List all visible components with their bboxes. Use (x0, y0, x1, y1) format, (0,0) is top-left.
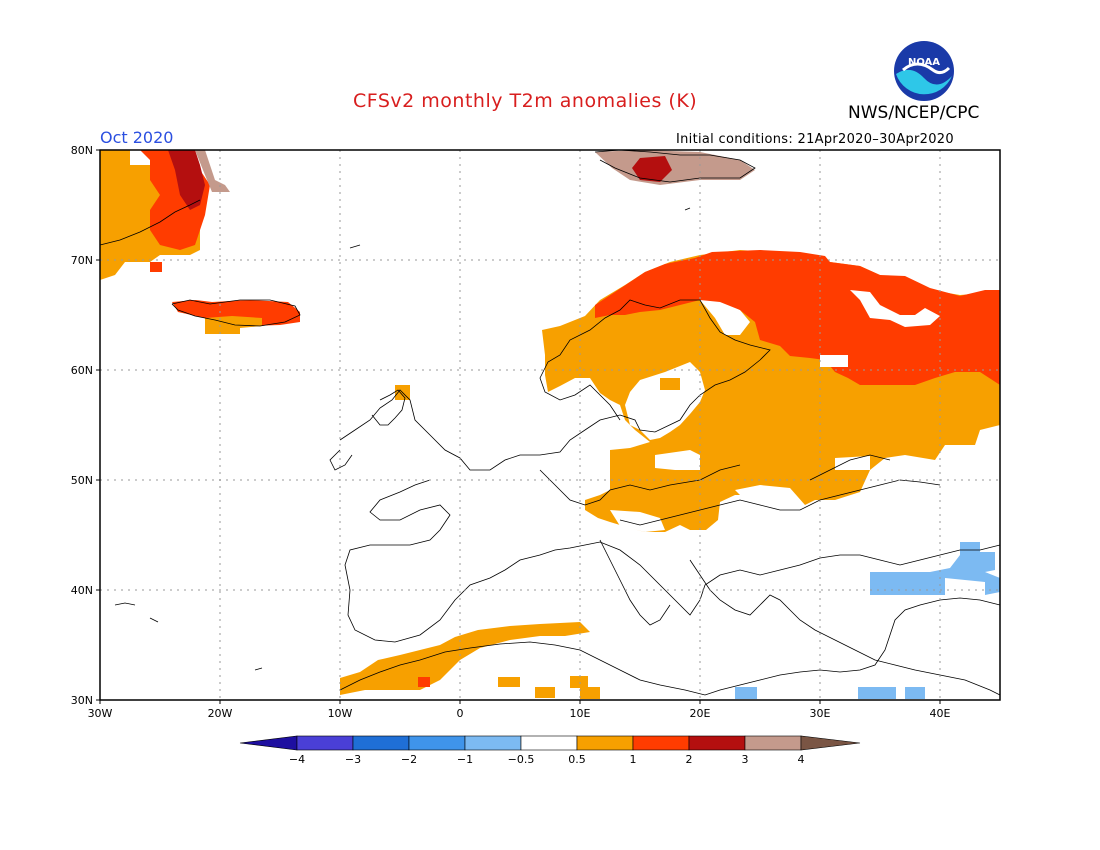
colorbar-swatch (520, 735, 578, 751)
initial-conditions: Initial conditions: 21Apr2020–30Apr2020 (676, 132, 954, 147)
colorbar-label: −2 (401, 753, 417, 766)
colorbar-label: 1 (630, 753, 637, 766)
lat-label: 30N (71, 694, 93, 707)
colorbar-swatch (744, 735, 802, 751)
colorbar-label: 0.5 (568, 753, 586, 766)
graticule (100, 150, 1000, 700)
lat-label: 60N (71, 364, 93, 377)
lat-label: 50N (71, 474, 93, 487)
colorbar: −4 −3 −2 −1 −0.5 0.5 1 2 3 4 (239, 735, 861, 766)
lon-label: 20W (208, 707, 233, 720)
colorbar-swatch (296, 735, 354, 751)
axis-ticks (96, 149, 941, 704)
lon-label: 10W (328, 707, 353, 720)
colorbar-label: −0.5 (508, 753, 535, 766)
logo-text: NOAA (908, 57, 940, 68)
lon-label: 20E (690, 707, 711, 720)
anomaly-fill-layer (100, 150, 1000, 699)
colorbar-swatch (352, 735, 410, 751)
lon-label: 0 (457, 707, 464, 720)
colorbar-label: −4 (289, 753, 305, 766)
coastline-layer (99, 149, 1001, 696)
lon-label: 30E (810, 707, 831, 720)
noaa-logo: NOAA (894, 41, 954, 101)
colorbar-label: −3 (345, 753, 361, 766)
map-frame (99, 149, 1001, 701)
colorbar-label: −1 (457, 753, 473, 766)
colorbar-label: 3 (742, 753, 749, 766)
lat-label: 80N (71, 144, 93, 157)
lon-label: 10E (570, 707, 591, 720)
latitude-labels: 80N 70N 60N 50N 40N 30N (71, 144, 93, 707)
forecast-month: Oct 2020 (100, 128, 174, 147)
lat-label: 40N (71, 584, 93, 597)
colorbar-low-arrow (239, 735, 298, 751)
colorbar-swatch (464, 735, 522, 751)
colorbar-swatch (632, 735, 690, 751)
colorbar-swatch (688, 735, 746, 751)
lon-label: 30W (88, 707, 113, 720)
map-title: CFSv2 monthly T2m anomalies (K) (353, 90, 698, 112)
agency-label: NWS/NCEP/CPC (848, 103, 980, 123)
colorbar-high-arrow (800, 735, 861, 751)
longitude-labels: 30W 20W 10W 0 10E 20E 30E 40E (88, 707, 951, 720)
lon-label: 40E (930, 707, 951, 720)
colorbar-swatch (408, 735, 466, 751)
colorbar-swatch (576, 735, 634, 751)
colorbar-label: 4 (798, 753, 805, 766)
colorbar-label: 2 (686, 753, 693, 766)
lat-label: 70N (71, 254, 93, 267)
